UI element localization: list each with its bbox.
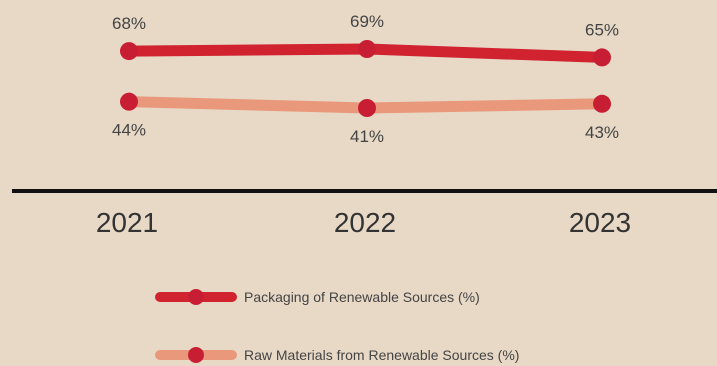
data-point-2-2021	[120, 92, 138, 111]
legend: Packaging of Renewable Sources (%) Raw Ma…	[155, 289, 519, 363]
data-label-2-2021: 44%	[112, 121, 146, 140]
data-label-1-2022: 69%	[350, 12, 384, 31]
legend-item-1: Packaging of Renewable Sources (%)	[155, 289, 480, 305]
series-1: 68% 69% 65%	[112, 12, 619, 67]
legend-item-2: Raw Materials from Renewable Sources (%)	[155, 347, 519, 363]
x-tick-label-2023: 2023	[569, 207, 631, 238]
data-point-1-2021	[120, 42, 138, 61]
x-tick-label-2021: 2021	[96, 207, 158, 238]
data-point-2-2022	[358, 99, 376, 117]
data-label-2-2022: 41%	[350, 127, 384, 146]
legend-label-1: Packaging of Renewable Sources (%)	[244, 289, 480, 305]
series-layer: 68% 69% 65% 44% 41% 43%	[112, 12, 619, 146]
x-tick-label-2022: 2022	[334, 207, 396, 238]
data-point-2-2023	[593, 94, 611, 113]
data-point-1-2022	[358, 40, 376, 58]
data-label-2-2023: 43%	[585, 123, 619, 142]
legend-label-2: Raw Materials from Renewable Sources (%)	[244, 347, 519, 363]
x-axis-ticks: 2021 2022 2023	[96, 207, 631, 238]
legend-swatch-marker-2	[188, 347, 204, 363]
data-label-1-2023: 65%	[585, 20, 619, 39]
legend-swatch-marker-1	[188, 289, 204, 305]
data-label-1-2021: 68%	[112, 14, 146, 33]
series-2: 44% 41% 43%	[112, 92, 619, 146]
data-point-1-2023	[593, 48, 611, 67]
